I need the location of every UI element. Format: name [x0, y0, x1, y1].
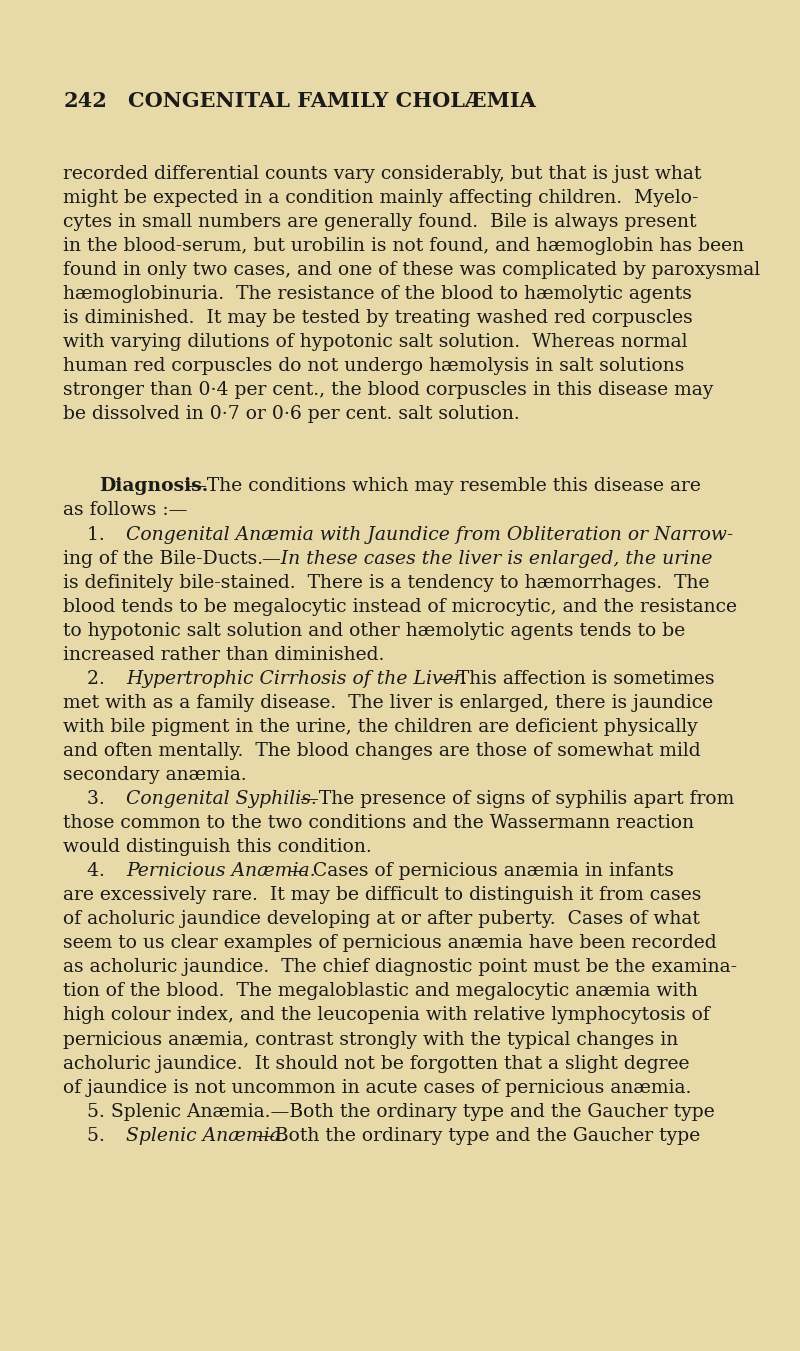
Text: CONGENITAL FAMILY CHOLÆMIA: CONGENITAL FAMILY CHOLÆMIA	[128, 91, 536, 111]
Text: of jaundice is not uncommon in acute cases of pernicious anæmia.: of jaundice is not uncommon in acute cas…	[63, 1078, 691, 1097]
Text: blood tends to be megalocytic instead of microcytic, and the resistance: blood tends to be megalocytic instead of…	[63, 597, 737, 616]
Text: ing of the Bile-Ducts.: ing of the Bile-Ducts.	[63, 550, 263, 567]
Text: stronger than 0·4 per cent., the blood corpuscles in this disease may: stronger than 0·4 per cent., the blood c…	[63, 381, 714, 400]
Text: tion of the blood.  The megaloblastic and megalocytic anæmia with: tion of the blood. The megaloblastic and…	[63, 982, 698, 1001]
Text: 4.: 4.	[63, 862, 111, 881]
Text: human red corpuscles do not undergo hæmolysis in salt solutions: human red corpuscles do not undergo hæmo…	[63, 357, 685, 376]
Text: met with as a family disease.  The liver is enlarged, there is jaundice: met with as a family disease. The liver …	[63, 694, 714, 712]
Text: seem to us clear examples of pernicious anæmia have been recorded: seem to us clear examples of pernicious …	[63, 935, 717, 952]
Text: hæmoglobinuria.  The resistance of the blood to hæmolytic agents: hæmoglobinuria. The resistance of the bl…	[63, 285, 692, 303]
Text: Splenic Anæmia.: Splenic Anæmia.	[126, 1127, 287, 1144]
Text: is definitely bile-stained.  There is a tendency to hæmorrhages.  The: is definitely bile-stained. There is a t…	[63, 574, 710, 592]
Text: Congenital Syphilis.: Congenital Syphilis.	[126, 790, 317, 808]
Text: Congenital Anæmia with Jaundice from Obliteration or Narrow-: Congenital Anæmia with Jaundice from Obl…	[126, 526, 734, 543]
Text: 3.: 3.	[63, 790, 111, 808]
Text: 242: 242	[63, 91, 107, 111]
Text: recorded differential counts vary considerably, but that is just what: recorded differential counts vary consid…	[63, 165, 702, 182]
Text: — Cases of pernicious anæmia in infants: — Cases of pernicious anæmia in infants	[282, 862, 674, 881]
Text: 5.: 5.	[63, 1127, 111, 1144]
Text: Diagnosis.: Diagnosis.	[99, 477, 209, 496]
Text: —This affection is sometimes: —This affection is sometimes	[438, 670, 715, 688]
Text: to hypotonic salt solution and other hæmolytic agents tends to be: to hypotonic salt solution and other hæm…	[63, 621, 686, 640]
Text: high colour index, and the leucopenia with relative lymphocytosis of: high colour index, and the leucopenia wi…	[63, 1006, 710, 1024]
Text: as acholuric jaundice.  The chief diagnostic point must be the examina-: as acholuric jaundice. The chief diagnos…	[63, 958, 738, 977]
Text: acholuric jaundice.  It should not be forgotten that a slight degree: acholuric jaundice. It should not be for…	[63, 1055, 690, 1073]
Text: with varying dilutions of hypotonic salt solution.  Whereas normal: with varying dilutions of hypotonic salt…	[63, 334, 687, 351]
Text: those common to the two conditions and the Wassermann reaction: those common to the two conditions and t…	[63, 815, 694, 832]
Text: 2.: 2.	[63, 670, 111, 688]
Text: is diminished.  It may be tested by treating washed red corpuscles: is diminished. It may be tested by treat…	[63, 309, 693, 327]
Text: —In these cases the liver is enlarged, the urine: —In these cases the liver is enlarged, t…	[262, 550, 712, 567]
Text: 1.: 1.	[63, 526, 111, 543]
Text: Hypertrophic Cirrhosis of the Liver.: Hypertrophic Cirrhosis of the Liver.	[126, 670, 467, 688]
Text: Pernicious Anæmia.: Pernicious Anæmia.	[126, 862, 316, 881]
Text: —The presence of signs of syphilis apart from: —The presence of signs of syphilis apart…	[299, 790, 734, 808]
Text: and often mentally.  The blood changes are those of somewhat mild: and often mentally. The blood changes ar…	[63, 742, 701, 761]
Text: of acholuric jaundice developing at or after puberty.  Cases of what: of acholuric jaundice developing at or a…	[63, 911, 700, 928]
Text: —The conditions which may resemble this disease are: —The conditions which may resemble this …	[188, 477, 701, 496]
Text: secondary anæmia.: secondary anæmia.	[63, 766, 246, 784]
Text: increased rather than diminished.: increased rather than diminished.	[63, 646, 385, 663]
Text: found in only two cases, and one of these was complicated by paroxysmal: found in only two cases, and one of thes…	[63, 261, 760, 280]
Text: cytes in small numbers are generally found.  Bile is always present: cytes in small numbers are generally fou…	[63, 213, 697, 231]
Text: in the blood-serum, but urobilin is not found, and hæmoglobin has been: in the blood-serum, but urobilin is not …	[63, 236, 744, 255]
Text: —Both the ordinary type and the Gaucher type: —Both the ordinary type and the Gaucher …	[256, 1127, 701, 1144]
Text: would distinguish this condition.: would distinguish this condition.	[63, 838, 372, 857]
Text: as follows :—: as follows :—	[63, 501, 187, 520]
Text: with bile pigment in the urine, the children are deficient physically: with bile pigment in the urine, the chil…	[63, 717, 698, 736]
Text: might be expected in a condition mainly affecting children.  Myelo-: might be expected in a condition mainly …	[63, 189, 698, 207]
Text: are excessively rare.  It may be difficult to distinguish it from cases: are excessively rare. It may be difficul…	[63, 886, 702, 904]
Text: 5. Splenic Anæmia.—Both the ordinary type and the Gaucher type: 5. Splenic Anæmia.—Both the ordinary typ…	[63, 1102, 715, 1121]
Text: be dissolved in 0·7 or 0·6 per cent. salt solution.: be dissolved in 0·7 or 0·6 per cent. sal…	[63, 405, 520, 423]
Text: pernicious anæmia, contrast strongly with the typical changes in: pernicious anæmia, contrast strongly wit…	[63, 1031, 678, 1048]
